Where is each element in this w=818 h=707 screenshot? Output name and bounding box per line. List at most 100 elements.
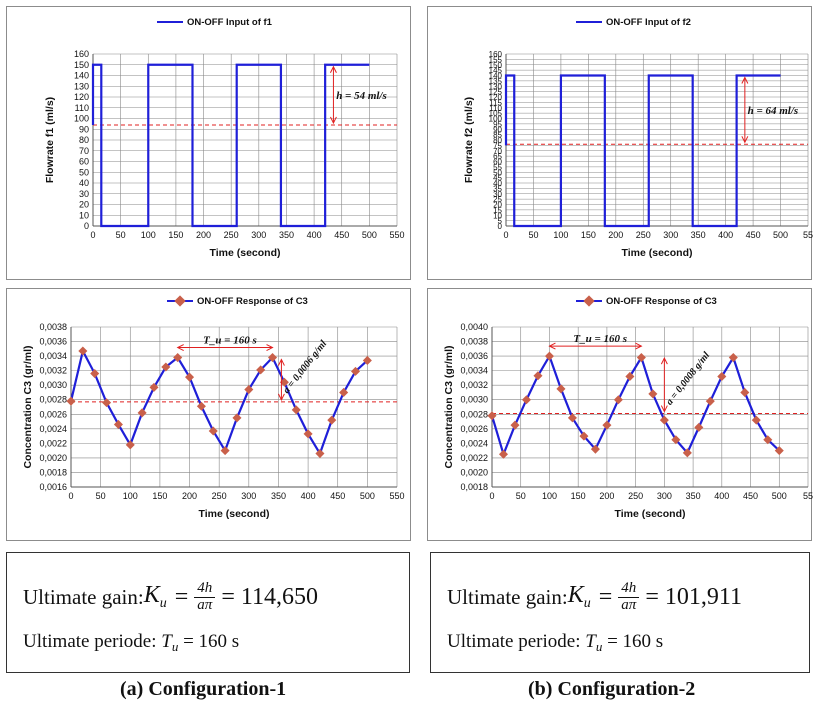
x-tick-label: 200 bbox=[182, 491, 197, 501]
legend-marker bbox=[583, 295, 595, 307]
y-tick-label: 100 bbox=[74, 114, 89, 124]
data-point bbox=[544, 351, 554, 361]
y-tick-label: 0,0026 bbox=[39, 409, 67, 419]
concentration-c1-chart: 0,0016 0,0018 0,0020 0,0022 0,0024 0,0026 0,00… bbox=[22, 295, 405, 520]
tu-letter: T bbox=[161, 631, 172, 652]
series-line bbox=[69, 347, 369, 457]
legend-label: ON-OFF Response of C3 bbox=[606, 296, 717, 307]
data-point bbox=[740, 387, 750, 397]
y-axis-label: Concentration C3 (gr/ml) bbox=[443, 345, 455, 468]
x-tick-label: 0 bbox=[489, 491, 494, 501]
period-annotation: T_u = 160 s bbox=[203, 335, 257, 347]
y-tick-label: 30 bbox=[79, 189, 89, 199]
y-tick-label: 150 bbox=[74, 60, 89, 70]
x-tick-label: 500 bbox=[773, 230, 788, 240]
data-point bbox=[327, 415, 337, 425]
data-point bbox=[102, 398, 112, 408]
amplitude-arrow-head bbox=[329, 116, 337, 125]
y-tick-label: 5 bbox=[498, 217, 503, 226]
data-point bbox=[173, 353, 183, 363]
data-point bbox=[751, 415, 761, 425]
y-tick-label: 145 bbox=[489, 66, 503, 75]
x-tick-label: 150 bbox=[571, 491, 586, 501]
data-point bbox=[602, 420, 612, 430]
y-tick-label: 160 bbox=[74, 49, 89, 59]
y-axis-label: Flowrate f1 (ml/s) bbox=[44, 97, 56, 183]
tu-subscript: u bbox=[171, 639, 179, 654]
data-point bbox=[533, 371, 543, 381]
x-tick-label: 400 bbox=[307, 230, 322, 240]
x-tick-label: 50 bbox=[96, 491, 106, 501]
tu-subscript: u bbox=[595, 639, 603, 654]
y-tick-label: 0,0032 bbox=[39, 366, 67, 376]
y-tick-label: 140 bbox=[489, 72, 503, 81]
y-tick-label: 0,0024 bbox=[460, 438, 488, 448]
period-value: = 160 s bbox=[178, 631, 240, 652]
y-tick-label: 60 bbox=[493, 158, 502, 167]
y-tick-label: 0,0026 bbox=[460, 424, 488, 434]
equals-sign: = bbox=[174, 583, 189, 610]
period-label: Ultimate periode: bbox=[23, 631, 162, 652]
data-point bbox=[232, 413, 242, 423]
data-point bbox=[579, 431, 589, 441]
ku-letter: K bbox=[143, 582, 160, 609]
y-tick-label: 0,0022 bbox=[39, 438, 67, 448]
y-tick-label: 130 bbox=[489, 82, 503, 91]
flowrate-f2-chart: 0510152025303540455055606570758085909510… bbox=[463, 17, 813, 259]
caption-config-1: (a) Configuration-1 bbox=[120, 678, 287, 700]
x-tick-label: 400 bbox=[718, 230, 733, 240]
y-tick-label: 160 bbox=[489, 50, 503, 59]
data-point bbox=[694, 422, 704, 432]
y-tick-label: 100 bbox=[489, 115, 503, 124]
fraction-denominator: aπ bbox=[621, 596, 637, 613]
ultimate-period-line: Ultimate periode: Tu = 160 s bbox=[23, 631, 239, 655]
y-tick-label: 45 bbox=[493, 174, 502, 183]
y-tick-label: 110 bbox=[489, 104, 502, 113]
y-tick-label: 0,0034 bbox=[460, 366, 488, 376]
data-point bbox=[648, 389, 658, 399]
chart-panel-c1: 0,0016 0,0018 0,0020 0,0022 0,0024 0,0026 0,00… bbox=[6, 288, 411, 541]
x-tick-label: 100 bbox=[141, 230, 156, 240]
x-tick-label: 350 bbox=[271, 491, 286, 501]
x-tick-label: 100 bbox=[542, 491, 557, 501]
data-point bbox=[567, 413, 577, 423]
y-tick-label: 0,0032 bbox=[460, 380, 488, 390]
x-tick-label: 450 bbox=[334, 230, 349, 240]
x-tick-label: 0 bbox=[90, 230, 95, 240]
y-tick-label: 0,0036 bbox=[39, 337, 67, 347]
y-tick-label: 20 bbox=[493, 201, 502, 210]
y-tick-label: 110 bbox=[75, 103, 89, 113]
chart-panel-c2: 0,0018 0,0020 0,0022 0,0024 0,0026 0,0028 0,00… bbox=[427, 288, 813, 541]
y-tick-label: 0,0040 bbox=[460, 322, 488, 332]
y-tick-label: 80 bbox=[79, 135, 89, 145]
period-label: Ultimate periode: bbox=[447, 631, 586, 652]
y-tick-label: 25 bbox=[493, 195, 502, 204]
amplitude-annotation: h = 64 ml/s bbox=[748, 105, 799, 117]
y-tick-label: 130 bbox=[74, 81, 89, 91]
amplitude-annotation: a = 0,0006 g/ml bbox=[281, 338, 329, 395]
x-tick-label: 55 bbox=[803, 491, 813, 501]
y-tick-label: 115 bbox=[489, 98, 502, 107]
fraction-numerator: 4h bbox=[194, 580, 216, 598]
x-tick-label: 150 bbox=[152, 491, 167, 501]
y-tick-label: 135 bbox=[489, 77, 503, 86]
x-tick-label: 400 bbox=[714, 491, 729, 501]
data-point bbox=[125, 440, 135, 450]
x-tick-label: 0 bbox=[503, 230, 508, 240]
legend-marker bbox=[174, 295, 186, 307]
period-arrow-head bbox=[176, 344, 184, 351]
data-point bbox=[521, 395, 531, 405]
y-tick-label: 125 bbox=[489, 88, 503, 97]
legend-label: ON-OFF Input of f1 bbox=[187, 17, 273, 28]
amplitude-arrow-head bbox=[741, 136, 749, 144]
y-tick-label: 80 bbox=[493, 136, 502, 145]
data-point bbox=[625, 371, 635, 381]
series-line bbox=[91, 63, 370, 228]
amplitude-annotation: h = 54 ml/s bbox=[336, 90, 387, 102]
chart-panel-f1: 0 10 20 30 40 50 60 70 80 90 100 110 120 130 140 150 160… bbox=[6, 6, 411, 280]
data-point bbox=[196, 401, 206, 411]
data-point bbox=[220, 446, 230, 456]
y-tick-label: 105 bbox=[489, 109, 503, 118]
fraction-denominator: aπ bbox=[197, 596, 213, 613]
data-point bbox=[613, 395, 623, 405]
